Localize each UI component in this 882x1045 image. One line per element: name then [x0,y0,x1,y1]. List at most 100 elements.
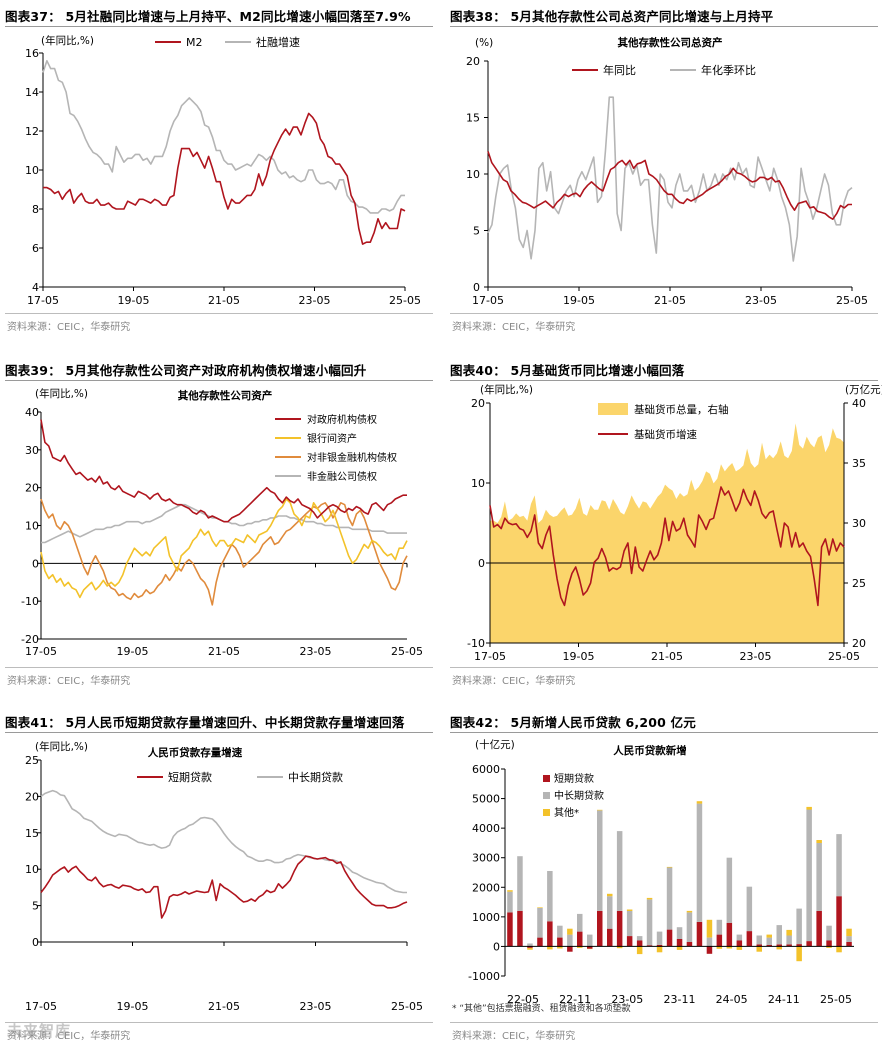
x-tick-label: 25-05 [389,294,421,307]
bar-segment-短期贷款 [676,939,683,947]
x-tick-label: 21-05 [651,650,683,663]
y-tick-label: 40 [25,406,39,419]
bar-segment-短期贷款 [616,910,623,947]
title-rule [5,732,433,733]
bar-segment-中长期贷款 [636,936,643,941]
y-tick-label: 1000 [472,911,500,924]
chart-37-svg: 4 6 8 10 12 14 16 17-05 19-05 21-05 23-05 25-05 (年同比… [25,34,421,307]
bar-segment-其他* [716,946,723,949]
chart-subtitle: 其他存款性公司总资产 [618,36,723,49]
y-tick-label: 20 [25,482,39,495]
title-rule [5,380,433,381]
bar-segment-短期贷款 [636,940,643,947]
legend-label: 其他* [554,806,579,819]
bar-segment-其他* [706,919,713,938]
bar-segment-中长期贷款 [557,925,563,938]
bar-segment-其他* [607,893,613,897]
bar-segment-其他* [806,806,812,810]
chart-subtitle: 人民币贷款存量增速 [148,746,243,759]
x-tick-label: 25-05 [828,650,860,663]
bar-segment-其他* [676,946,683,950]
bar-segment-中长期贷款 [507,891,513,913]
bar-segment-中长期贷款 [607,896,613,929]
watermark: 未来智库 [7,1022,72,1040]
source-rule [5,313,433,314]
bar-segment-中长期贷款 [676,927,683,939]
bar-segment-中长期贷款 [826,925,832,941]
bar-segment-中长期贷款 [696,803,703,922]
bar-segment-其他* [736,946,743,950]
footnote: * “其他”包括票据融资、租赁融资和各项垫款 [452,1004,631,1014]
chart-40-svg: -10 0 10 20 20 25 30 35 40 17-05 19-05 21-05 23-05 25… [467,383,882,663]
bar-segment-其他* [786,929,792,936]
y-tick-label: 10 [466,168,480,181]
bar-segment-短期贷款 [846,942,852,947]
panel-chart-41: 图表41： 5月人民币短期贷款存量增速回升、中长期贷款存量增速回落 0 5 10 15… [5,710,437,1045]
series-line-中长期贷款 [40,789,407,894]
bar-segment-短期贷款 [666,929,673,947]
y-tick-label: 0 [32,557,39,570]
bar-segment-短期贷款 [806,941,812,947]
bar-segment-短期贷款 [736,940,743,947]
y-tick-label: 2000 [472,881,500,894]
bar-segment-其他* [636,946,643,955]
y-tick-label: 12 [25,125,39,138]
bar-segment-其他* [756,946,762,952]
bar-segment-中长期贷款 [567,934,573,947]
y-tick-label: 30 [25,444,39,457]
y-tick-label: 15 [466,112,480,125]
x-tick-label: 22-05 [507,993,539,1006]
bar-segment-其他* [726,946,733,949]
bar-segment-中长期贷款 [517,856,523,911]
bar-segment-短期贷款 [756,944,762,947]
y-tick-label: -20 [21,633,39,646]
source-note: 资料来源：CEIC，华泰研究 [452,322,576,333]
bar-segment-中长期贷款 [726,857,733,923]
source-note: 资料来源：CEIC，华泰研究 [7,322,131,333]
x-tick-label: 19-05 [563,294,595,307]
bar-segment-其他* [846,928,852,937]
bar-segment-其他* [567,928,573,935]
bar-segment-其他* [616,946,623,949]
source-rule [450,313,878,314]
y2-tick-label: 35 [852,457,866,470]
legend-label: 非金融公司债权 [307,470,377,483]
bar-segment-其他* [696,801,703,804]
y-tick-label: 4000 [472,822,500,835]
bar-segment-短期贷款 [517,910,523,947]
bar-segment-短期贷款 [607,928,613,947]
series-line-社融增速 [42,60,405,214]
bar-segment-短期贷款 [796,944,802,947]
bar-segment-中长期贷款 [537,908,543,938]
x-tick-label: 21-05 [208,294,240,307]
x-tick-label: 21-05 [208,645,240,658]
legend-label: 年化季环比 [701,63,756,77]
bar-segment-短期贷款 [826,940,832,947]
y-tick-label: 3000 [472,852,500,865]
bar-segment-短期贷款 [656,944,663,947]
y-tick-label: 10 [471,477,485,490]
bar-segment-中长期贷款 [626,910,633,936]
chart-title: 图表37： 5月社融同比增速与上月持平、M2同比增速小幅回落至7.9% [5,9,411,24]
bar-segment-其他* [816,840,822,843]
bar-segment-中长期贷款 [577,913,583,932]
bar-segment-中长期贷款 [587,934,593,947]
bar-segment-中长期贷款 [796,908,802,945]
bar-segment-短期贷款 [766,944,772,947]
x-tick-label: 25-05 [391,1000,423,1013]
chart-title: 图表42： 5月新增人民币贷款 6,200 亿元 [450,715,696,730]
x-tick-label: 23-05 [745,294,777,307]
series-line-年化季环比 [487,96,853,262]
bar-segment-短期贷款 [587,946,593,949]
bar-segment-中长期贷款 [686,912,693,942]
bar-segment-中长期贷款 [756,935,762,945]
x-tick-label: 17-05 [472,294,504,307]
bar-segment-短期贷款 [836,896,842,947]
y-tick-label: 15 [25,827,39,840]
source-note: 资料来源：CEIC，华泰研究 [7,676,131,687]
bar-segment-中长期贷款 [706,937,713,947]
x-tick-label: 23-11 [664,993,696,1006]
x-tick-label: 21-05 [208,1000,240,1013]
bar-segment-中长期贷款 [716,919,723,935]
x-tick-label: 23-05 [300,1000,332,1013]
